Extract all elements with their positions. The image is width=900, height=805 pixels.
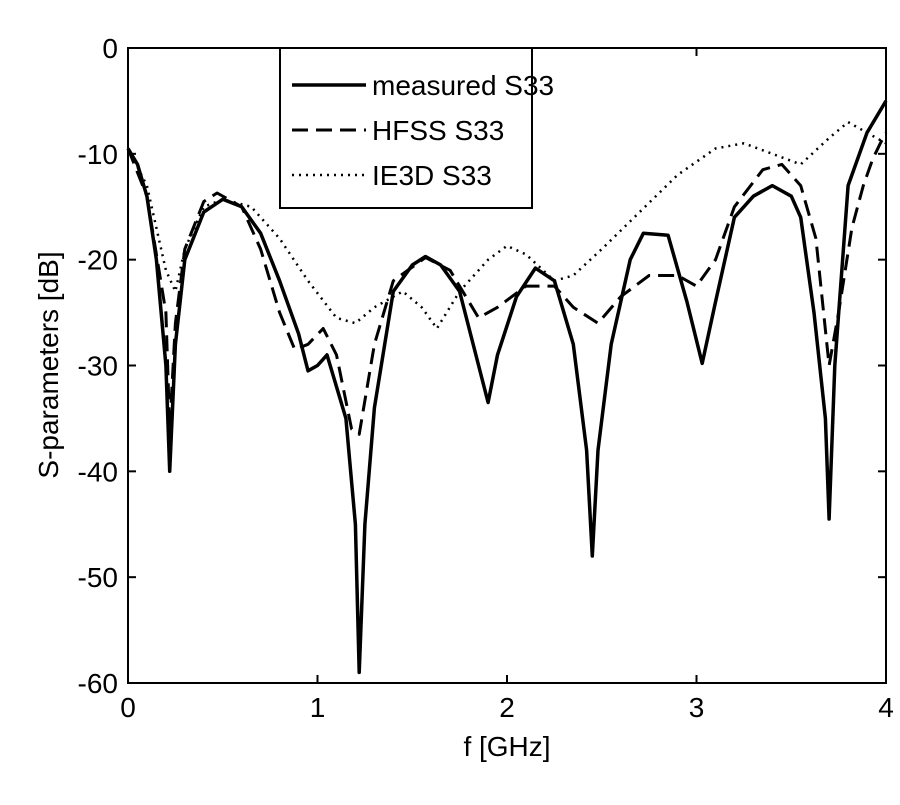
x-tick-label: 1 — [310, 692, 326, 723]
legend-label: HFSS S33 — [372, 115, 504, 146]
legend: measured S33 HFSS S33 IE3D S33 — [279, 47, 554, 209]
x-tick-label: 4 — [878, 692, 894, 723]
y-tick-label: -20 — [78, 245, 118, 276]
legend-label: IE3D S33 — [372, 160, 492, 191]
y-tick-label: -30 — [78, 351, 118, 382]
series-line-dashed — [126, 131, 888, 436]
y-tick-label: 0 — [102, 33, 118, 64]
x-axis-label: f [GHz] — [463, 731, 550, 762]
x-tick-label: 0 — [120, 692, 136, 723]
x-tick-label: 2 — [499, 692, 515, 723]
y-tick-label: -50 — [78, 562, 118, 593]
y-tick-label: -10 — [78, 139, 118, 170]
legend-label: measured S33 — [372, 70, 554, 101]
y-tick-label: -40 — [78, 456, 118, 487]
series-line-dotted — [126, 120, 887, 330]
y-tick-label: -60 — [78, 668, 118, 699]
legend-box — [279, 47, 533, 209]
x-tick-label: 3 — [689, 692, 705, 723]
series-line-solid — [126, 100, 888, 675]
y-axis-label: S-parameters [dB] — [33, 251, 64, 478]
